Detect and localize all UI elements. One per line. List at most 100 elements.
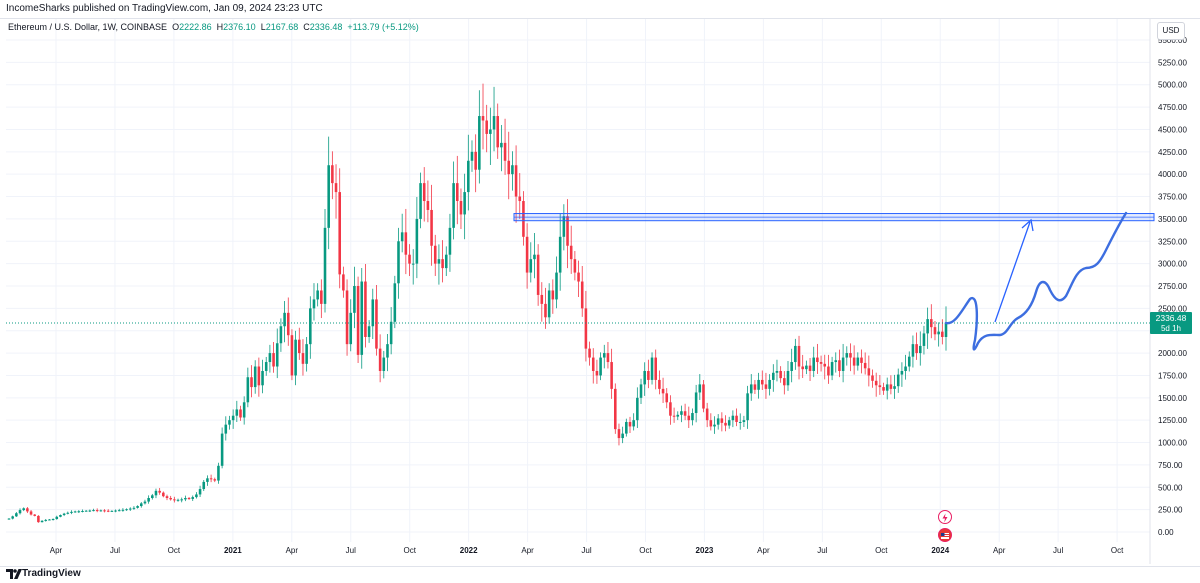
candle	[893, 386, 896, 389]
candle	[275, 343, 279, 367]
candle	[680, 411, 683, 415]
candle	[760, 379, 764, 385]
candle	[533, 254, 536, 260]
candle	[753, 384, 757, 390]
candle	[206, 478, 209, 482]
candle	[485, 120, 488, 134]
candle	[558, 236, 562, 273]
candle	[614, 388, 617, 430]
y-tick-label: 500.00	[1158, 483, 1183, 492]
candle	[437, 259, 441, 264]
candle	[290, 335, 294, 376]
candle	[900, 370, 904, 375]
symbol-title: Ethereum / U.S. Dollar, 1W, COINBASE	[8, 22, 168, 32]
candle	[492, 116, 496, 130]
candle	[874, 380, 878, 386]
candle	[224, 424, 228, 434]
candle	[863, 362, 867, 369]
candle	[474, 151, 477, 170]
candle	[691, 413, 694, 421]
candle	[62, 513, 66, 516]
candle	[518, 196, 522, 202]
candle	[419, 183, 422, 219]
candle	[371, 299, 375, 327]
candle	[444, 254, 448, 269]
candle	[22, 508, 25, 511]
candle	[231, 415, 235, 421]
candle	[871, 375, 874, 381]
symbol-legend[interactable]: Ethereum / U.S. Dollar, 1W, COINBASE O22…	[8, 22, 419, 32]
candle	[918, 345, 922, 354]
candle	[823, 363, 827, 367]
candle	[40, 520, 44, 523]
candle	[907, 356, 911, 367]
candle	[18, 510, 22, 514]
y-tick-label: 5500.00	[1158, 36, 1187, 45]
candle	[764, 384, 768, 389]
candle	[103, 510, 106, 512]
y-tick-label: 5000.00	[1158, 81, 1187, 90]
candle	[15, 513, 18, 517]
candle	[467, 160, 470, 193]
candle	[856, 357, 860, 366]
candle	[599, 357, 602, 376]
candle	[136, 506, 139, 508]
chart-frame[interactable]	[0, 18, 1200, 567]
lightning-event-icon[interactable]	[938, 510, 952, 524]
candle	[334, 183, 338, 193]
x-tick-labels: Apr Jul Oct 2021 Apr Jul Oct 2022 Apr Jul Oct 2023 A…	[50, 546, 1124, 555]
candle	[386, 344, 389, 358]
candle	[415, 218, 419, 264]
candle	[29, 511, 33, 515]
open-value: 2222.86	[179, 22, 212, 32]
candle	[647, 370, 650, 380]
candle	[367, 326, 371, 337]
candle	[316, 290, 319, 300]
x-tick-label: 2024	[931, 546, 949, 555]
candle	[235, 409, 239, 416]
candles	[6, 83, 1150, 523]
candle	[779, 370, 782, 379]
close-label: C	[303, 22, 310, 32]
candle	[683, 411, 687, 416]
candle	[99, 510, 103, 512]
candle	[658, 379, 661, 389]
currency-button[interactable]: USD	[1157, 22, 1185, 40]
candle	[209, 478, 213, 480]
candle	[503, 142, 507, 161]
x-tick-label: Apr	[286, 546, 299, 555]
candle	[121, 509, 125, 511]
candle	[242, 402, 246, 418]
candle	[33, 514, 37, 516]
candle	[882, 387, 885, 391]
flag-event-icon[interactable]	[938, 528, 952, 542]
candle	[632, 420, 635, 427]
candle	[805, 365, 808, 370]
candle	[389, 321, 393, 345]
candle	[672, 415, 676, 417]
candle	[154, 490, 158, 496]
x-tick-label: Jul	[817, 546, 827, 555]
y-tick-labels: 0.00 250.00 500.00 750.00 1000.00 1250.00 1500…	[1158, 36, 1187, 537]
candle	[128, 508, 132, 510]
candle	[841, 357, 845, 371]
x-tick-label: 2022	[460, 546, 478, 555]
candle	[294, 339, 297, 376]
open-label: O	[172, 22, 180, 32]
tradingview-brand[interactable]: TradingView	[22, 568, 81, 579]
lightning-icon	[942, 513, 948, 523]
candle	[867, 368, 871, 376]
user-drawings[interactable]	[513, 211, 1155, 351]
candle	[456, 183, 459, 202]
candle	[698, 384, 702, 393]
candle	[220, 433, 224, 466]
candle	[790, 362, 793, 371]
candle	[470, 151, 474, 161]
candle	[106, 510, 110, 512]
candle	[452, 183, 455, 228]
candle	[720, 418, 724, 423]
price-tag: 2336.48 5d 1h	[1150, 311, 1192, 334]
candle	[628, 421, 632, 427]
candle	[283, 312, 286, 327]
